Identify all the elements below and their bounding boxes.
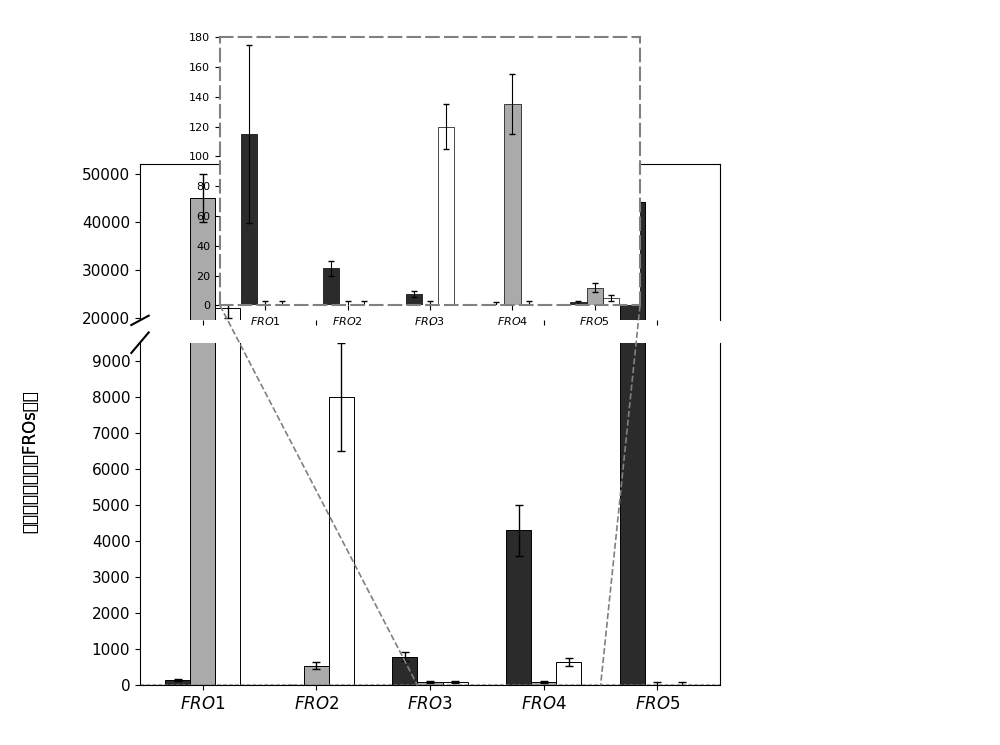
Bar <box>417 682 443 685</box>
Bar <box>392 410 417 414</box>
Text: 每百万看家基因中FROs数目: 每百万看家基因中FROs数目 <box>21 390 39 533</box>
Bar <box>620 203 645 414</box>
Bar <box>620 0 645 685</box>
Bar <box>506 393 531 414</box>
Bar <box>531 682 556 685</box>
Bar <box>329 397 354 685</box>
Bar <box>215 308 240 414</box>
Bar <box>304 411 329 414</box>
Bar <box>506 530 531 685</box>
Bar <box>556 411 581 414</box>
Bar <box>392 656 417 685</box>
Bar <box>304 665 329 685</box>
Bar <box>587 288 603 305</box>
Bar <box>165 680 190 685</box>
Bar <box>556 662 581 685</box>
Bar <box>603 298 619 305</box>
Bar <box>570 302 587 305</box>
Bar <box>215 0 240 685</box>
Bar <box>323 268 339 305</box>
Bar <box>504 104 521 305</box>
Bar <box>190 197 215 414</box>
Bar <box>406 294 422 305</box>
Bar <box>190 0 215 685</box>
Text: 每百万看家基因中FROs数目: 每百万看家基因中FROs数目 <box>21 390 39 533</box>
Bar <box>438 127 454 305</box>
Bar <box>443 682 468 685</box>
Bar <box>329 375 354 414</box>
Bar <box>241 134 257 305</box>
